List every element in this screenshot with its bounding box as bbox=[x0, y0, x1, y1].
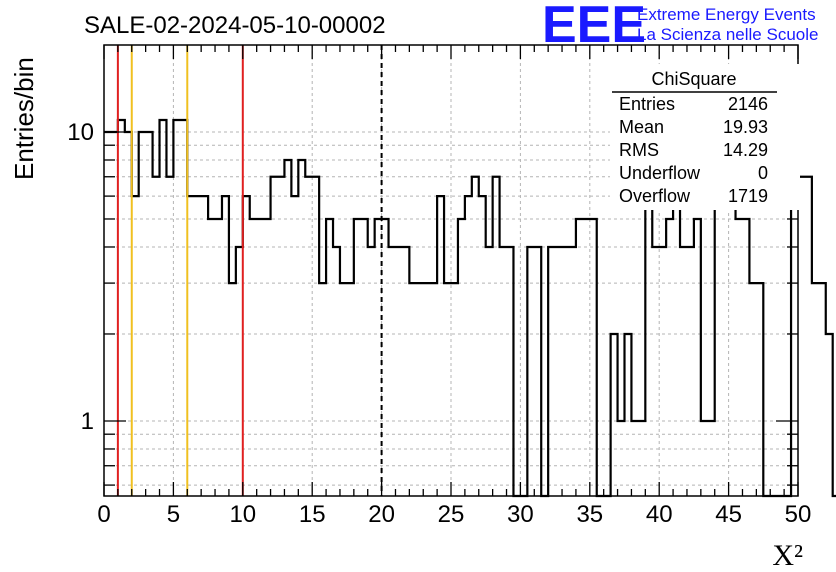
y-tick-labels: 1 10 bbox=[67, 119, 94, 435]
histogram-series bbox=[104, 118, 836, 498]
x-tick-label: 50 bbox=[785, 501, 812, 528]
y-tick-label: 10 bbox=[67, 119, 94, 146]
x-tick-labels: 0 5 10 15 20 25 30 35 40 45 50 bbox=[97, 501, 811, 528]
x-tick-label: 35 bbox=[576, 501, 603, 528]
x-tick-label: 15 bbox=[299, 501, 326, 528]
stats-box-background bbox=[610, 64, 800, 210]
stats-row-label: Mean bbox=[619, 117, 664, 137]
x-tick-label: 30 bbox=[507, 501, 534, 528]
logo-line-2: La Scienza nelle Scuole bbox=[637, 25, 818, 44]
stats-row-value: 14.29 bbox=[723, 140, 768, 160]
x-tick-label: 45 bbox=[715, 501, 742, 528]
stats-row-label: Overflow bbox=[619, 186, 691, 206]
stats-row-value: 2146 bbox=[728, 94, 768, 114]
stats-row-label: Underflow bbox=[619, 163, 701, 183]
x-tick-label: 40 bbox=[646, 501, 673, 528]
stats-row-label: RMS bbox=[619, 140, 659, 160]
stats-box: ChiSquare Entries 2146 Mean 19.93 RMS 14.29 Un… bbox=[610, 64, 800, 210]
x-tick-label: 20 bbox=[368, 501, 395, 528]
eee-logo-mark: EEE bbox=[542, 0, 646, 54]
y-axis-label: Entries/bin bbox=[9, 57, 39, 180]
x-tick-label: 0 bbox=[97, 501, 110, 528]
stats-row-value: 19.93 bbox=[723, 117, 768, 137]
x-tick-label: 25 bbox=[438, 501, 465, 528]
histogram-line bbox=[104, 118, 836, 498]
reference-lines bbox=[116, 45, 383, 496]
x-tick-label: 10 bbox=[229, 501, 256, 528]
chart-title: SALE-02-2024-05-10-00002 bbox=[84, 12, 386, 39]
stats-rows: Entries 2146 Mean 19.93 RMS 14.29 Underflow 0 Ov… bbox=[619, 94, 768, 206]
y-tick-label: 1 bbox=[81, 408, 94, 435]
stats-row-value: 1719 bbox=[728, 186, 768, 206]
logo-line-1: Extreme Energy Events bbox=[637, 5, 816, 24]
stats-row-value: 0 bbox=[758, 163, 768, 183]
eee-logo: EEE Extreme Energy Events La Scienza nel… bbox=[542, 0, 818, 54]
stats-row-label: Entries bbox=[619, 94, 675, 114]
x-axis-label: X² bbox=[772, 539, 803, 572]
stats-title: ChiSquare bbox=[651, 69, 736, 89]
x-tick-label: 5 bbox=[167, 501, 180, 528]
